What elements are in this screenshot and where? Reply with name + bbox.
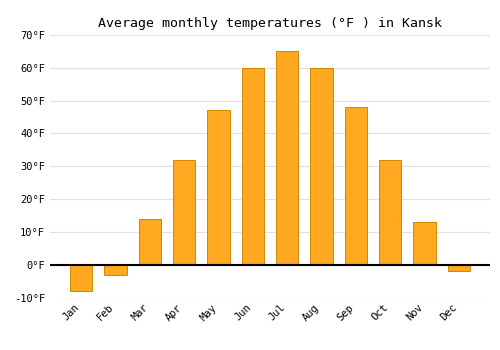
Bar [104, 265, 126, 274]
Bar [208, 111, 230, 265]
Bar [138, 219, 161, 265]
Bar [70, 265, 92, 291]
Bar [310, 68, 332, 265]
Title: Average monthly temperatures (°F ) in Kansk: Average monthly temperatures (°F ) in Ka… [98, 17, 442, 30]
Bar [276, 51, 298, 265]
Bar [344, 107, 367, 265]
Bar [414, 222, 436, 265]
Bar [242, 68, 264, 265]
Bar [173, 160, 196, 265]
Bar [379, 160, 402, 265]
Bar [448, 265, 470, 271]
